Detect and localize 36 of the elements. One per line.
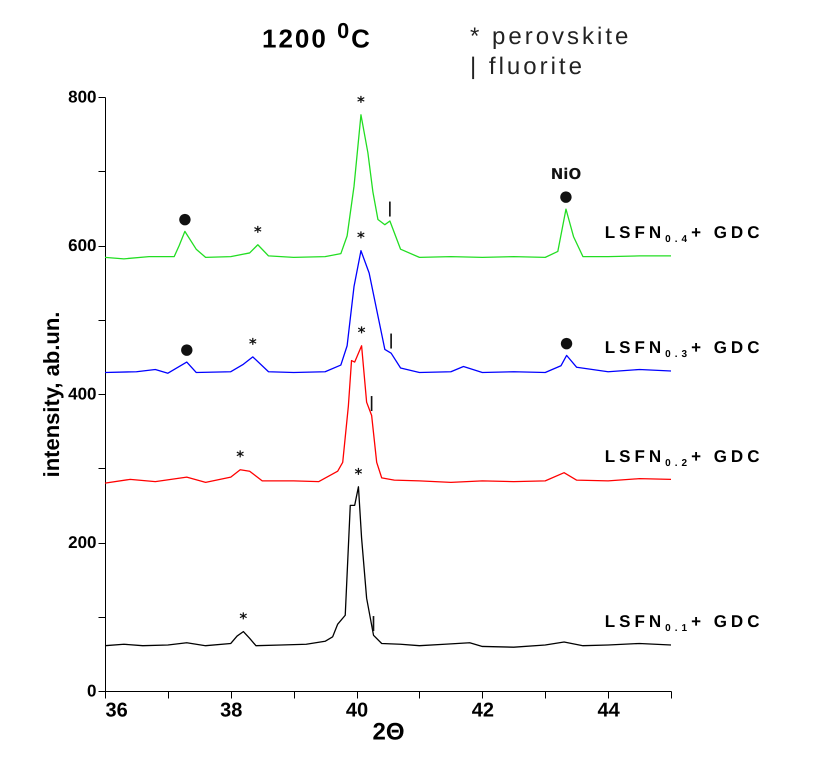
series-label: LSFN$_{0.2}$+ GDC [604,446,764,470]
x-tick-label: 36 [106,700,128,722]
annotation: * [354,464,363,483]
annotation: | [368,394,374,412]
text: * perovskite [470,22,632,52]
series-label: LSFN$_{0.1}$+ GDC [604,612,764,635]
annotation: ● [178,209,192,228]
annotation: * [236,448,244,466]
chart-title: 1200 $^{0}$C [262,18,372,55]
x-tick-label: 40 [346,700,368,722]
series-label: LSFN$_{0.4}$+ GDC [604,223,764,246]
annotation: | [387,198,393,217]
annotation: | [388,331,394,350]
annotation: ● [180,340,194,358]
annotation: * [357,92,366,111]
y-tick-label: 0 [87,682,96,700]
x-tick-label: 42 [472,700,494,722]
annotation: * [248,334,257,353]
x-axis-title: 2Θ [372,718,405,746]
series-label: LSFN$_{0.3}$+ GDC [604,338,764,361]
annotation: * [254,222,262,241]
annotation: * [358,324,366,342]
y-axis-title: intensity, ab.un. [39,312,64,478]
annotation: NiO [550,165,582,184]
annotation: * [357,228,366,247]
x-tick-label: 38 [220,700,242,722]
annotation: ● [560,333,574,352]
y-tick-label: 400 [68,384,96,404]
annotation: | [370,613,376,632]
annotation: ● [559,187,573,206]
y-tick-label: 600 [68,236,96,255]
y-tick-label: 200 [68,533,96,552]
y-tick-label: 800 [68,88,96,106]
x-tick-label: 44 [597,700,621,722]
annotation: * [239,610,248,628]
text: | fluorite [470,52,586,82]
